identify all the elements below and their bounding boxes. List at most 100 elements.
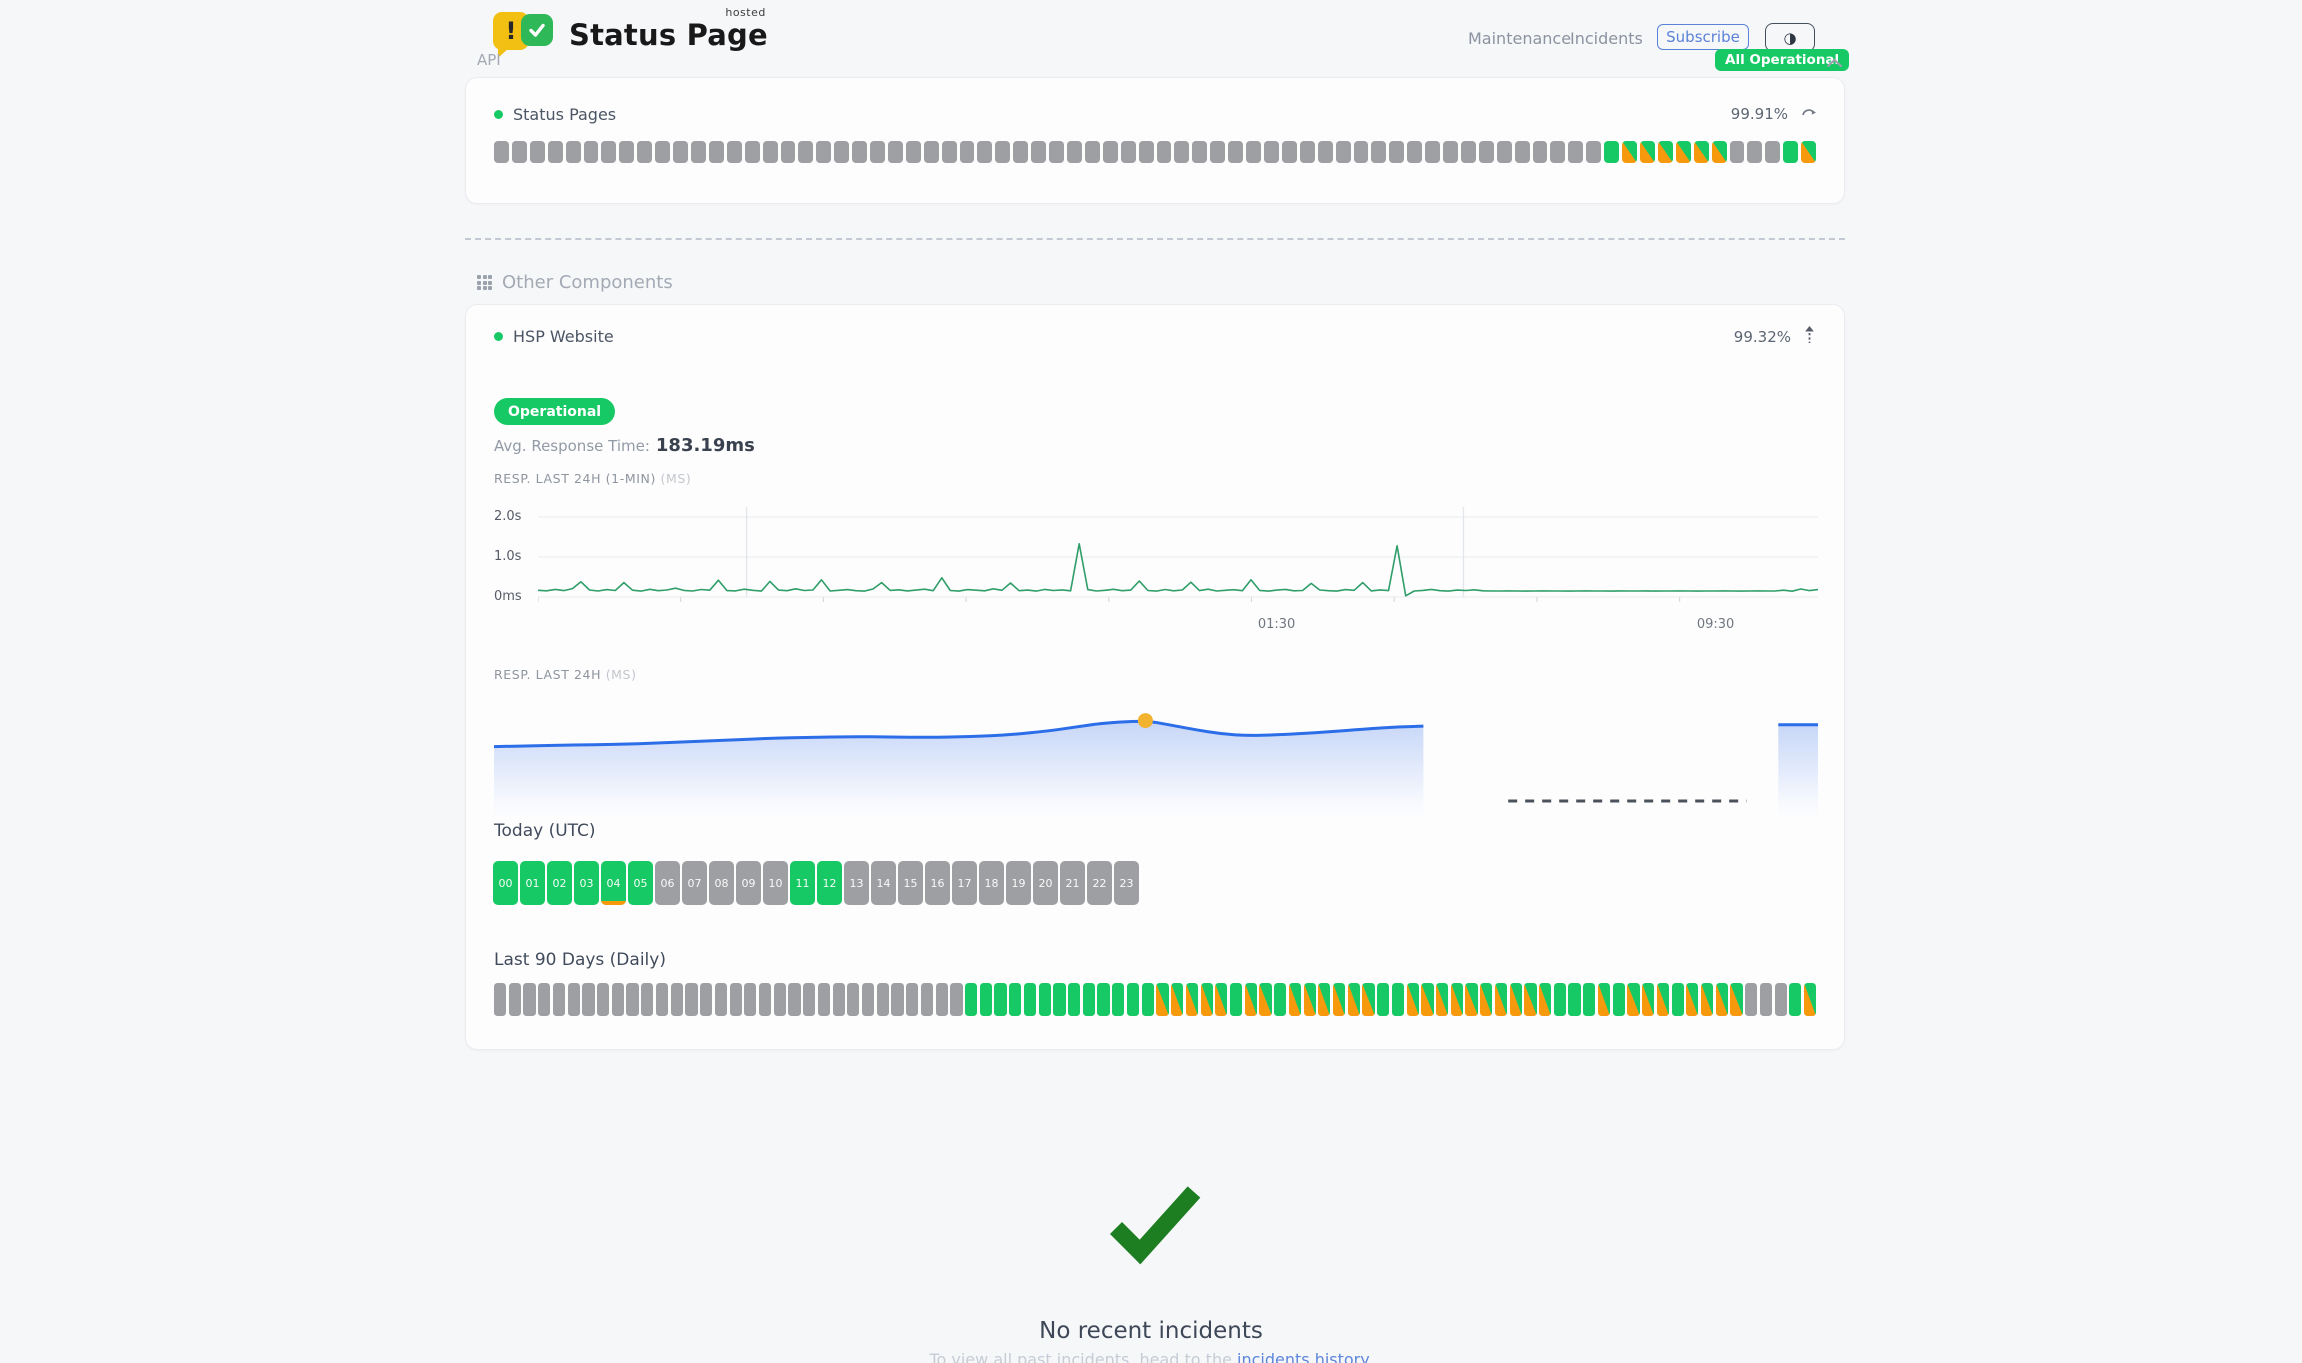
chart2-title: RESP. LAST 24H (MS) (494, 667, 637, 682)
uptime-bar (870, 141, 885, 163)
hour-block-12[interactable]: 12 (817, 861, 842, 905)
day-bar (1774, 983, 1787, 1016)
hour-block-21[interactable]: 21 (1060, 861, 1085, 905)
hour-block-03[interactable]: 03 (574, 861, 599, 905)
incidents-history-link[interactable]: incidents history. (1237, 1350, 1373, 1363)
uptime-bar (690, 141, 706, 163)
hour-block-02[interactable]: 02 (547, 861, 572, 905)
uptime-bar (1693, 141, 1709, 163)
day-bar (1141, 983, 1154, 1016)
day-bar (788, 983, 801, 1016)
uptime-bar (798, 141, 814, 163)
day-bar (906, 983, 919, 1016)
day-bar (1023, 983, 1037, 1016)
today-heading: Today (UTC) (494, 821, 596, 841)
uptime-bar (637, 141, 653, 163)
hour-block-19[interactable]: 19 (1006, 861, 1031, 905)
hour-block-16[interactable]: 16 (925, 861, 950, 905)
day-bar (655, 983, 669, 1016)
hsp-website-row: HSP Website 99.32% (494, 325, 1816, 348)
day-bar (758, 983, 772, 1016)
uptime-bar (1514, 141, 1530, 163)
day-bar (979, 983, 992, 1016)
hour-block-14[interactable]: 14 (871, 861, 896, 905)
response-area-chart (493, 685, 1818, 817)
overall-status-badge[interactable]: All Operational (1715, 49, 1850, 71)
hour-label: 23 (1119, 876, 1134, 890)
hour-block-23[interactable]: 23 (1114, 861, 1139, 905)
day-bar (950, 983, 963, 1016)
day-bar (1803, 983, 1817, 1016)
day-bar (1097, 983, 1110, 1016)
hour-block-08[interactable]: 08 (709, 861, 734, 905)
day-bar (1465, 983, 1478, 1016)
hour-label: 19 (1011, 876, 1026, 890)
hour-label: 16 (930, 876, 945, 890)
uptime-bar (1532, 141, 1548, 163)
day-bar (1406, 983, 1419, 1016)
x-axis-label: 09:30 (1696, 617, 1735, 632)
hour-block-22[interactable]: 22 (1087, 861, 1112, 905)
day-bar (876, 983, 889, 1016)
day-bar (1126, 983, 1140, 1016)
day-bar (891, 983, 904, 1016)
day-bar (729, 983, 742, 1016)
theme-toggle-button[interactable]: ◑ (1765, 23, 1815, 52)
day-bar (714, 983, 727, 1016)
area-chart-canvas (493, 713, 1818, 817)
day-bar (1642, 983, 1655, 1016)
collapse-up-icon[interactable] (1803, 325, 1816, 348)
day-bar (1700, 983, 1714, 1016)
y-axis-tick: 2.0s (494, 509, 522, 524)
uptime-bar (1353, 141, 1369, 163)
day-bar (494, 983, 507, 1016)
uptime-bar (1783, 141, 1799, 163)
day-bar (1524, 983, 1537, 1016)
uptime-bar (1192, 141, 1208, 163)
hour-block-06[interactable]: 06 (655, 861, 680, 905)
uptime-bar (1031, 141, 1047, 163)
nav-incidents[interactable]: Incidents (1570, 29, 1643, 48)
day-bar (1715, 983, 1728, 1016)
nav-maintenance[interactable]: Maintenance (1468, 29, 1572, 48)
incidents-subtitle: To view all past incidents, head to the … (0, 1350, 2302, 1363)
hour-block-01[interactable]: 01 (520, 861, 545, 905)
hour-block-07[interactable]: 07 (682, 861, 707, 905)
subscribe-button[interactable]: Subscribe (1657, 24, 1749, 50)
hour-block-04[interactable]: 04 (601, 861, 626, 905)
hour-block-13[interactable]: 13 (844, 861, 869, 905)
day-bar (1229, 983, 1243, 1016)
hour-block-11[interactable]: 11 (790, 861, 815, 905)
hour-block-15[interactable]: 15 (898, 861, 923, 905)
hour-block-10[interactable]: 10 (763, 861, 788, 905)
incident-marker-icon (601, 901, 626, 905)
chevron-up-icon[interactable] (1826, 53, 1843, 72)
refresh-icon[interactable] (1800, 104, 1816, 124)
chart1-unit: (MS) (660, 471, 692, 486)
hour-block-09[interactable]: 09 (736, 861, 761, 905)
hour-block-18[interactable]: 18 (979, 861, 1004, 905)
hour-label: 11 (795, 876, 810, 890)
hour-label: 17 (957, 876, 972, 890)
hour-block-00[interactable]: 00 (493, 861, 518, 905)
day-bar (1009, 983, 1022, 1016)
chart1-title: RESP. LAST 24H (1-MIN) (MS) (494, 471, 692, 486)
day-bar (1082, 983, 1095, 1016)
uptime-bar (1084, 141, 1100, 163)
status-pill: Operational (494, 398, 616, 425)
check-icon (521, 14, 553, 46)
hour-label: 21 (1065, 876, 1080, 890)
latest-point-marker[interactable] (1137, 713, 1153, 729)
day-bar (1759, 983, 1773, 1016)
last90-heading: Last 90 Days (Daily) (494, 950, 666, 970)
avg-response-time: Avg. Response Time: 183.19ms (494, 435, 755, 456)
uptime-bar (852, 141, 868, 163)
uptime-bar (655, 141, 671, 163)
hour-label: 15 (903, 876, 918, 890)
day-bar (508, 983, 521, 1016)
hour-block-17[interactable]: 17 (952, 861, 977, 905)
hour-block-05[interactable]: 05 (628, 861, 653, 905)
hour-block-20[interactable]: 20 (1033, 861, 1058, 905)
day-bar (744, 983, 757, 1016)
hour-label: 07 (687, 876, 702, 890)
